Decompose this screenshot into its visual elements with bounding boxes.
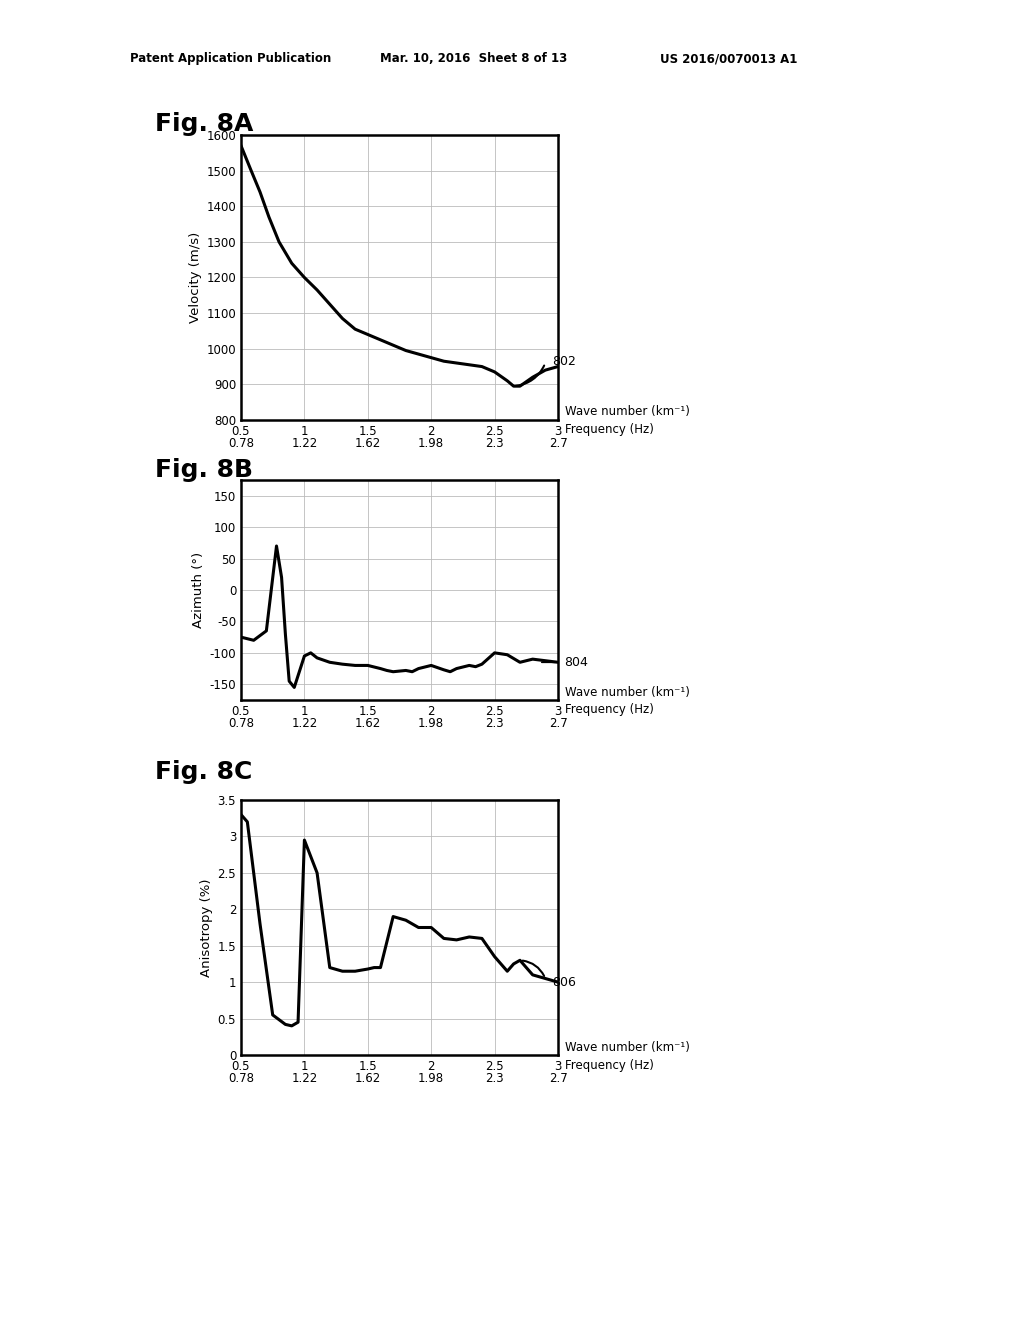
Text: 0.78: 0.78 (228, 717, 254, 730)
Text: US 2016/0070013 A1: US 2016/0070013 A1 (660, 51, 798, 65)
Text: 802: 802 (552, 355, 575, 368)
Text: 1.22: 1.22 (291, 717, 317, 730)
Text: 1.98: 1.98 (418, 717, 444, 730)
Text: 2.3: 2.3 (485, 437, 504, 450)
Text: Frequency (Hz): Frequency (Hz) (565, 1059, 654, 1072)
Text: Frequency (Hz): Frequency (Hz) (565, 424, 654, 437)
Text: 2.7: 2.7 (549, 717, 567, 730)
Text: 1.98: 1.98 (418, 1072, 444, 1085)
Text: 1.22: 1.22 (291, 437, 317, 450)
Text: Fig. 8A: Fig. 8A (155, 112, 253, 136)
Text: 0.78: 0.78 (228, 1072, 254, 1085)
Text: Patent Application Publication: Patent Application Publication (130, 51, 331, 65)
Text: 2.7: 2.7 (549, 1072, 567, 1085)
Text: 2.3: 2.3 (485, 1072, 504, 1085)
Text: 1.98: 1.98 (418, 437, 444, 450)
Text: 2.7: 2.7 (549, 437, 567, 450)
Y-axis label: Anisotropy (%): Anisotropy (%) (201, 878, 213, 977)
Text: 1.62: 1.62 (354, 717, 381, 730)
Text: 806: 806 (552, 975, 575, 989)
Text: Frequency (Hz): Frequency (Hz) (565, 704, 654, 717)
Text: Wave number (km⁻¹): Wave number (km⁻¹) (565, 1040, 690, 1053)
Text: 1.62: 1.62 (354, 1072, 381, 1085)
Text: Wave number (km⁻¹): Wave number (km⁻¹) (565, 405, 690, 418)
Y-axis label: Azimuth (°): Azimuth (°) (193, 552, 206, 628)
Text: Fig. 8B: Fig. 8B (155, 458, 253, 482)
Text: 1.22: 1.22 (291, 1072, 317, 1085)
Text: 1.62: 1.62 (354, 437, 381, 450)
Text: Mar. 10, 2016  Sheet 8 of 13: Mar. 10, 2016 Sheet 8 of 13 (380, 51, 567, 65)
Text: 804: 804 (564, 656, 588, 669)
Text: Wave number (km⁻¹): Wave number (km⁻¹) (565, 685, 690, 698)
Text: 0.78: 0.78 (228, 437, 254, 450)
Y-axis label: Velocity (m/s): Velocity (m/s) (189, 232, 202, 323)
Text: Fig. 8C: Fig. 8C (155, 760, 252, 784)
Text: 2.3: 2.3 (485, 717, 504, 730)
